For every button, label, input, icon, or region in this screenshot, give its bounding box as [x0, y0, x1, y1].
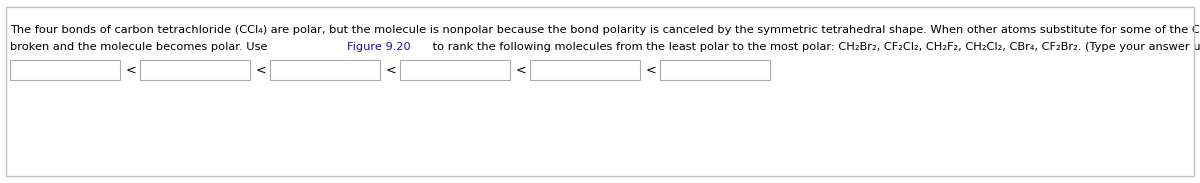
Bar	[270, 60, 380, 80]
Text: to rank the following molecules from the least polar to the most polar: CH₂Br₂, : to rank the following molecules from the…	[430, 42, 1200, 52]
Bar	[10, 60, 120, 80]
Bar	[140, 60, 250, 80]
Text: <: <	[646, 64, 656, 76]
Bar	[530, 60, 640, 80]
Bar	[660, 60, 770, 80]
Text: broken and the molecule becomes polar. Use: broken and the molecule becomes polar. U…	[10, 42, 271, 52]
Text: Figure 9.20: Figure 9.20	[347, 42, 410, 52]
Text: <: <	[516, 64, 527, 76]
Text: The four bonds of carbon tetrachloride (CCl₄) are polar, but the molecule is non: The four bonds of carbon tetrachloride (…	[10, 25, 1200, 35]
Bar	[400, 60, 510, 80]
Text: <: <	[126, 64, 137, 76]
Text: <: <	[386, 64, 397, 76]
Text: <: <	[256, 64, 266, 76]
